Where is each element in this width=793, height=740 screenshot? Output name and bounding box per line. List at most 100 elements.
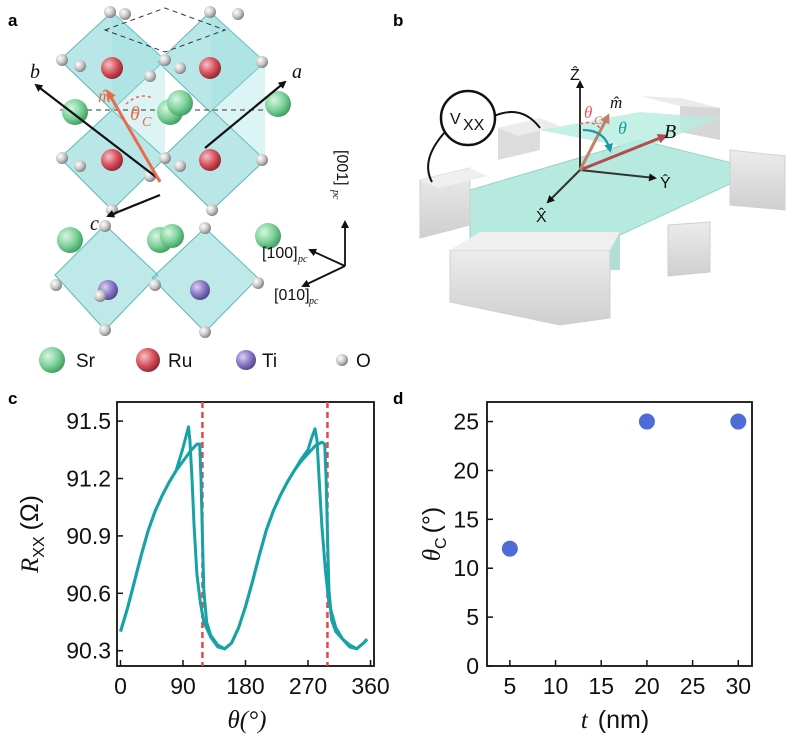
axis-x-label: X̂ xyxy=(536,206,547,226)
data-point-0 xyxy=(501,540,518,557)
ru-atom xyxy=(101,149,123,171)
moment-m-label: m̂ xyxy=(98,86,111,106)
y-tick-label: 5 xyxy=(466,604,479,630)
moment-m-arrow-b xyxy=(578,113,610,171)
legend-ti-swatch xyxy=(236,350,256,370)
legend-o-swatch xyxy=(336,354,348,366)
voltmeter-label: V xyxy=(450,111,461,128)
dir-100-label: [100] xyxy=(262,245,298,262)
axis-y-arrow xyxy=(579,169,657,182)
voltmeter-circle xyxy=(439,89,497,147)
legend-ru-label: Ru xyxy=(168,351,192,372)
x-tick-label: 25 xyxy=(680,673,706,699)
moment-m-arrow xyxy=(106,89,162,183)
y-tick-labels: 90.3 90.6 90.9 91.2 91.5 xyxy=(66,408,123,664)
x-tick-labels: 5 10 15 20 25 30 xyxy=(503,660,751,699)
theta-c-arc xyxy=(125,95,153,105)
x-tick-label: 15 xyxy=(588,673,614,699)
dir-010-label: [010] xyxy=(274,287,310,304)
voltmeter-wire-left xyxy=(427,131,446,183)
axis-b-label: b xyxy=(30,61,40,83)
x-tick-label: 180 xyxy=(226,673,264,699)
data-point-2 xyxy=(730,413,747,430)
plot-d-frame xyxy=(486,401,753,667)
dir-001-sub: pc xyxy=(330,189,341,200)
axis-z-label: Ẑ xyxy=(570,65,580,84)
resistance-curve-0 xyxy=(119,440,369,651)
voltmeter-subscript: XX xyxy=(463,117,485,134)
axis-c-label: c xyxy=(90,213,99,235)
y-tick-label: 15 xyxy=(453,506,479,532)
axis-y-label: Ŷ xyxy=(660,173,671,192)
moment-m-label-b: m̂ xyxy=(610,93,622,112)
axis-a-label: a xyxy=(292,61,302,83)
legend-sr-swatch xyxy=(39,347,65,373)
o-atoms xyxy=(50,6,268,338)
ru-atom xyxy=(101,57,123,79)
panel-a-label: a xyxy=(8,11,18,30)
dir-001-label: [001] xyxy=(333,150,350,186)
ru-atom xyxy=(199,57,221,79)
axis-a-arrow xyxy=(204,80,287,149)
pc-axes: [001] pc [100] pc [010] pc xyxy=(262,150,350,307)
dir-010-sub: pc xyxy=(308,296,319,307)
panel-b: b V XX xyxy=(393,11,786,326)
x-tick-label: 360 xyxy=(351,673,389,699)
y-axis-title-c: RXX(Ω) xyxy=(16,495,48,574)
x-axis-title-d: t (nm) xyxy=(581,706,649,734)
y-tick-label: 91.5 xyxy=(66,408,111,434)
x-tick-label: 5 xyxy=(503,673,516,699)
legend-ru-swatch xyxy=(136,348,160,372)
field-b-arrow xyxy=(579,133,668,172)
panel-d-label: d xyxy=(393,389,403,408)
theta-c-subscript: C xyxy=(142,115,152,130)
y-tick-label: 91.2 xyxy=(66,466,111,492)
y-tick-label: 90.6 xyxy=(66,580,111,606)
sr-atoms xyxy=(57,90,291,253)
x-tick-labels: 0 90 180 270 360 xyxy=(114,660,390,699)
x-tick-label: 0 xyxy=(114,673,127,699)
axis-x-arrow xyxy=(546,169,581,204)
panel-c: c 0 90 180 270 360 90.3 90.6 90.9 91.2 91.5 θ(°)… xyxy=(8,389,390,734)
panel-b-label: b xyxy=(393,11,403,30)
voltmeter-wire-right xyxy=(493,111,541,129)
x-tick-label: 20 xyxy=(634,673,660,699)
field-b-label: B xyxy=(664,121,676,143)
panel-c-label: c xyxy=(8,389,17,408)
x-tick-label: 30 xyxy=(725,673,751,699)
ru-atom xyxy=(199,149,221,171)
y-tick-label: 0 xyxy=(466,653,479,679)
theta-c-subscript-b: C xyxy=(594,113,603,127)
legend-o-label: O xyxy=(356,351,371,372)
x-tick-label: 90 xyxy=(170,673,196,699)
theta-c-symbol: θ xyxy=(130,103,140,125)
y-tick-label: 90.9 xyxy=(66,523,111,549)
hall-bar-device xyxy=(419,96,786,326)
resistance-curves xyxy=(119,425,369,651)
legend-sr-label: Sr xyxy=(76,351,96,372)
y-tick-labels: 0 5 10 15 20 25 xyxy=(453,409,493,679)
y-axis-title-d: θC(°) xyxy=(418,507,450,562)
y-tick-label: 90.3 xyxy=(66,638,111,664)
legend-ti-label: Ti xyxy=(262,351,277,372)
x-tick-label: 10 xyxy=(543,673,569,699)
atom-legend: Sr Ru Ti O xyxy=(39,347,371,373)
theta-c-arc-b xyxy=(579,121,601,129)
y-tick-label: 20 xyxy=(453,457,479,483)
axis-c-arrow xyxy=(106,193,161,218)
panel-a: a xyxy=(8,6,371,373)
resistance-curve-1 xyxy=(119,425,369,651)
theta-c-points xyxy=(501,413,747,557)
data-point-1 xyxy=(638,413,655,430)
ti-atom xyxy=(190,280,210,300)
theta-arc-b xyxy=(582,128,613,153)
theta-symbol-b: θ xyxy=(618,118,627,138)
y-tick-label: 25 xyxy=(453,409,479,435)
axis-b-arrow xyxy=(34,83,161,181)
x-tick-label: 270 xyxy=(289,673,327,699)
theta-c-symbol-b: θ xyxy=(584,103,592,122)
y-tick-label: 10 xyxy=(453,555,479,581)
dir-100-sub: pc xyxy=(297,254,308,265)
